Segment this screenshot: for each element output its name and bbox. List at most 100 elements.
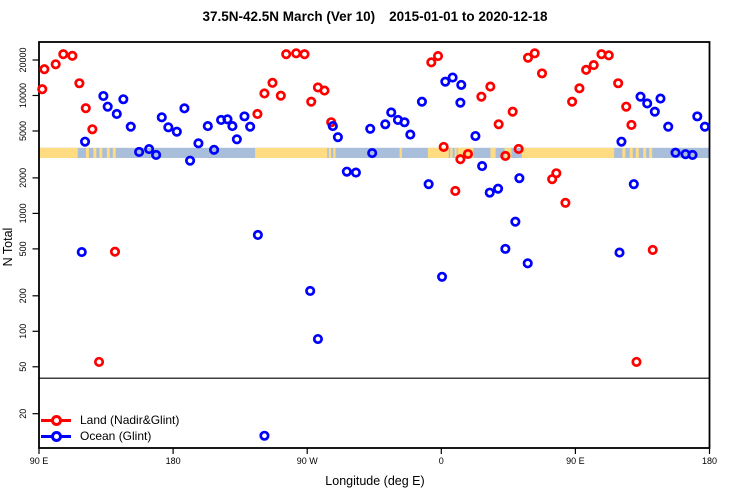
ocean-band (39, 147, 710, 158)
data-point-ocean (699, 121, 710, 132)
data-point-ocean (405, 129, 416, 140)
data-point-ocean (327, 121, 338, 132)
data-point-land (74, 78, 85, 89)
land-segment (643, 147, 647, 158)
data-point-land (306, 96, 317, 107)
data-point-land (39, 64, 50, 75)
chart-title-range: 2015-01-01 to 2020-12-18 (389, 9, 548, 24)
data-point-land (50, 59, 61, 70)
y-tick-label: 50 (18, 362, 28, 372)
data-point-land (621, 101, 632, 112)
land-segment (649, 147, 653, 158)
data-point-ocean (456, 79, 467, 90)
data-point-land (438, 141, 449, 153)
data-point-land (522, 52, 534, 63)
data-point-ocean (663, 121, 674, 132)
land-segment (85, 147, 89, 158)
data-point-land (252, 108, 263, 120)
data-point-land (109, 246, 121, 257)
data-point-land (626, 119, 637, 130)
data-point-land (536, 68, 548, 79)
land-segment (39, 147, 78, 158)
data-point-land (485, 81, 496, 92)
data-point-ocean (670, 147, 681, 158)
data-point-ocean (484, 187, 495, 198)
data-point-ocean (341, 166, 352, 177)
data-point-ocean (380, 119, 391, 130)
data-point-ocean (259, 430, 270, 441)
data-point-ocean (642, 98, 653, 109)
data-point-ocean (239, 111, 250, 122)
data-point-ocean (312, 333, 323, 345)
data-point-ocean (185, 155, 196, 166)
x-tick-label: 90 E (30, 456, 49, 466)
data-point-ocean (245, 121, 256, 132)
data-point-ocean (102, 101, 113, 112)
y-tick-label: 20000 (18, 47, 28, 72)
data-point-land (432, 51, 444, 62)
data-point-land (87, 124, 98, 135)
x-axis-label: Longitude (deg E) (325, 474, 425, 488)
data-point-land (58, 49, 69, 60)
y-tick-label: 1000 (18, 203, 28, 223)
land-segment (454, 147, 457, 158)
y-tick-label: 100 (18, 324, 28, 339)
chart-title: 37.5N-42.5N March (Ver 10) 2015-01-01 to … (0, 9, 750, 24)
y-tick-label: 2000 (18, 168, 28, 188)
data-point-land (462, 148, 474, 160)
data-point-ocean (477, 161, 488, 172)
data-point-ocean (151, 149, 162, 161)
land-segment (255, 147, 328, 158)
data-point-ocean (227, 121, 238, 132)
data-point-ocean (500, 243, 511, 254)
data-point-land (267, 77, 278, 88)
data-point-land (567, 96, 578, 107)
data-point-ocean (193, 138, 204, 149)
land-segment (635, 147, 639, 158)
land-segment (112, 147, 116, 158)
y-tick-label: 200 (18, 288, 28, 303)
land-segment (622, 147, 626, 158)
data-point-land (603, 50, 614, 61)
data-point-ocean (522, 258, 533, 269)
data-point-land (291, 48, 302, 59)
data-point-ocean (616, 136, 627, 147)
data-point-ocean (687, 149, 698, 161)
land-segment (490, 147, 496, 158)
x-tick-label: 180 (702, 456, 717, 466)
data-point-land (275, 90, 286, 101)
data-point-ocean (493, 183, 504, 194)
data-point-ocean (386, 107, 397, 118)
legend-item-ocean: Ocean (Glint) (41, 428, 179, 444)
data-point-land (513, 143, 524, 155)
data-point-ocean (76, 247, 87, 258)
data-point-ocean (367, 147, 378, 159)
data-point-ocean (440, 76, 451, 87)
data-point-ocean (98, 90, 109, 102)
data-point-ocean (252, 229, 263, 241)
data-point-land (80, 103, 91, 114)
data-point-ocean (171, 126, 182, 137)
y-tick-label: 20 (18, 409, 28, 419)
data-point-ocean (692, 111, 703, 122)
data-point-ocean (455, 97, 466, 108)
data-point-ocean (628, 179, 639, 190)
data-point-ocean (144, 144, 155, 155)
land-segment (99, 147, 103, 158)
data-point-land (551, 168, 562, 179)
data-point-land (500, 150, 511, 162)
data-point-ocean (350, 167, 361, 178)
y-axis-label: N Total (1, 227, 15, 267)
legend-label-ocean: Ocean (Glint) (80, 429, 152, 443)
land-segment (427, 147, 449, 158)
land-segment (93, 147, 97, 158)
data-point-ocean (134, 146, 145, 157)
data-point-ocean (79, 136, 91, 147)
land-segment (333, 147, 336, 158)
data-point-land (574, 83, 585, 94)
land-segment (106, 147, 110, 158)
data-point-land (299, 49, 310, 60)
data-point-ocean (416, 96, 427, 107)
data-point-ocean (649, 106, 660, 117)
data-point-land (581, 64, 592, 75)
